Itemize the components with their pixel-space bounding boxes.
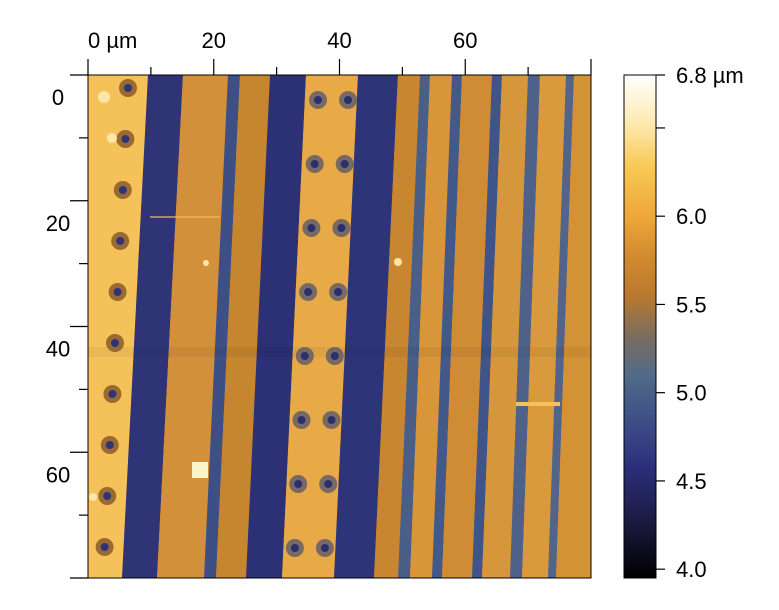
particle — [394, 258, 402, 266]
particle — [107, 133, 117, 143]
dot — [340, 160, 349, 168]
x-axis: 0 µm 20 40 60 — [87, 28, 592, 76]
dot — [111, 339, 119, 347]
dot — [320, 544, 329, 552]
y-axis: 0 20 40 60 — [46, 74, 89, 579]
dot — [304, 288, 313, 296]
streak — [150, 216, 220, 218]
stripe — [472, 75, 502, 578]
dot — [108, 390, 117, 398]
dot-array-middle — [285, 91, 357, 557]
dot — [100, 543, 109, 551]
stripe — [482, 75, 528, 578]
dot-array-left — [95, 79, 137, 556]
dot — [113, 288, 122, 296]
x-tick-label: 40 — [327, 28, 351, 53]
particle — [203, 260, 209, 266]
dot — [290, 544, 299, 552]
particle — [98, 91, 110, 103]
stripe — [374, 75, 420, 578]
dot — [307, 224, 316, 232]
dot — [121, 135, 130, 143]
x-tick-label: 0 µm — [88, 28, 137, 53]
height-map — [87, 74, 592, 579]
y-tick-label: 40 — [46, 337, 70, 362]
streak — [516, 402, 560, 406]
orange-plateau — [157, 75, 228, 578]
dark-trench — [334, 75, 398, 578]
bright-stripe — [88, 75, 148, 578]
dot — [118, 186, 127, 194]
dot — [124, 84, 132, 92]
particle — [89, 493, 97, 501]
stripe — [548, 75, 574, 578]
stripe — [410, 75, 452, 578]
dot — [310, 160, 319, 168]
dot — [314, 96, 322, 104]
dot — [327, 416, 336, 424]
colorbar-tick-label: 6.0 — [676, 204, 707, 229]
colorbar-gradient — [623, 74, 657, 579]
dot — [297, 416, 306, 424]
dot — [105, 441, 114, 449]
dark-trench — [246, 75, 306, 578]
y-tick-label: 20 — [46, 211, 70, 236]
stripe — [442, 75, 492, 578]
particle — [192, 462, 208, 478]
colorbar-tick-label: 5.5 — [676, 292, 707, 317]
colorbar-tick-label: 4.0 — [676, 557, 707, 582]
dot — [324, 480, 333, 488]
dot — [116, 237, 125, 245]
dot — [294, 480, 303, 488]
colorbar-tick-label: 6.8 µm — [676, 63, 744, 88]
stripe — [522, 75, 566, 578]
y-tick-label: 60 — [46, 462, 70, 487]
dot — [300, 352, 309, 360]
colorbar-ticks: 6.8 µm 6.0 5.5 5.0 4.5 4.0 — [656, 63, 744, 582]
dot — [330, 352, 339, 360]
dark-trench — [122, 75, 183, 578]
colorbar: 6.8 µm 6.0 5.5 5.0 4.5 4.0 — [623, 63, 744, 582]
stripe — [398, 75, 430, 578]
stripe — [556, 75, 591, 578]
transition-band — [204, 75, 240, 578]
x-tick-label: 20 — [202, 28, 226, 53]
y-tick-label: 0 — [52, 85, 64, 110]
stripe — [510, 75, 540, 578]
dotted-plateau — [282, 75, 358, 578]
dot — [334, 288, 343, 296]
x-tick-label: 60 — [453, 28, 477, 53]
dot — [103, 492, 112, 500]
colorbar-tick-label: 4.5 — [676, 469, 707, 494]
orange-band — [216, 75, 270, 578]
stripe — [432, 75, 462, 578]
colorbar-tick-label: 5.0 — [676, 381, 707, 406]
dot — [344, 96, 352, 104]
dot — [337, 224, 346, 232]
